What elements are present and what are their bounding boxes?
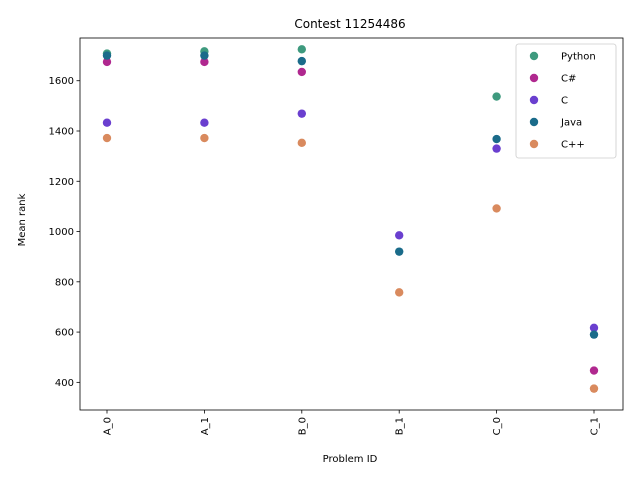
x-tick-label: B_0 [297,417,308,435]
legend-marker [529,139,539,149]
x-tick-label: A_1 [200,417,211,435]
legend-label: C++ [561,140,585,151]
legend-label: Java [560,118,582,129]
y-tick-label: 1000 [49,227,74,238]
data-point [200,57,209,67]
legend-label: C# [561,74,576,85]
y-tick-label: 1400 [49,127,74,138]
data-point [200,133,209,143]
plot-frame [79,37,624,411]
data-point [589,330,599,339]
data-point [297,56,306,66]
data-point [492,144,501,153]
x-tick-label: B_1 [395,417,406,435]
x-tick-label: C_1 [590,417,601,435]
chart-title: Contest 11254486 [294,17,405,31]
y-tick-label: 800 [55,277,74,288]
y-axis-label: Mean rank [17,193,28,246]
data-point [589,323,599,333]
y-tick-label: 1200 [49,177,74,188]
data-point [297,67,306,77]
legend-marker [529,51,539,61]
data-point [102,57,112,67]
legend-marker [529,95,539,105]
data-point [297,45,306,54]
x-tick-label: A_0 [103,417,114,435]
data-point [395,247,404,256]
data-point [102,118,112,127]
data-point [297,109,306,118]
data-point [395,231,404,240]
data-point [492,204,501,213]
data-point [395,288,404,297]
legend-marker [529,73,539,83]
y-tick-label: 1600 [49,76,74,87]
y-tick-label: 400 [55,378,74,389]
x-axis-label: Problem ID [323,454,378,465]
legend-label: Python [561,52,596,63]
y-axis: 400 600 800 1000 1200 1400 1600 [49,76,80,389]
data-point [589,366,599,375]
data-point [102,51,112,60]
legend-marker [529,117,539,127]
data-point [297,138,306,148]
x-tick-label: C_0 [492,417,503,435]
data-point [102,133,112,143]
data-point [492,92,501,101]
data-point [200,118,209,127]
data-point [492,134,501,144]
data-point [200,51,209,60]
y-tick-label: 600 [55,328,74,339]
data-point [589,384,599,393]
plot-area [79,37,624,411]
legend-box [515,43,617,159]
legend-label: C [561,96,568,107]
x-axis: A_0 A_1 B_0 B_1 C_0 C_1 [103,410,601,435]
legend: Python C# C Java C++ [515,43,617,159]
